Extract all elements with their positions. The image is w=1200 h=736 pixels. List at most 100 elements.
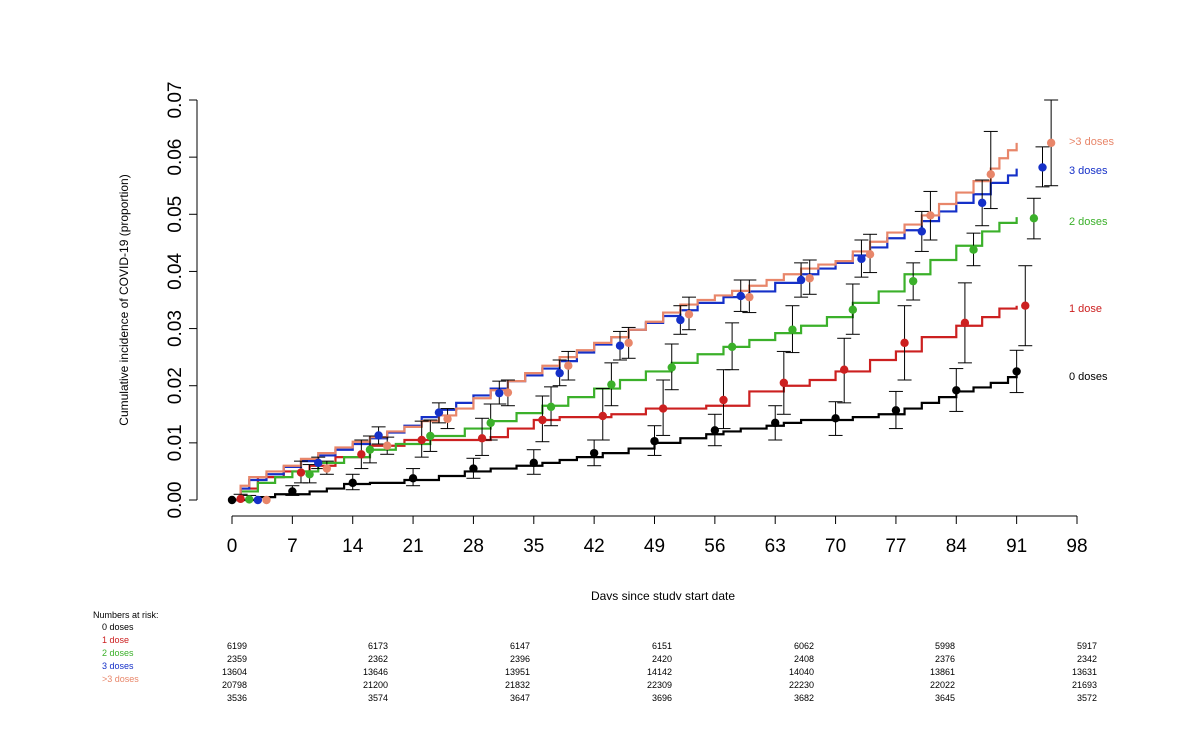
point-estimate	[288, 487, 297, 496]
numbers-at-risk-title: Numbers at risk:	[93, 610, 159, 620]
x-tick-label: 77	[885, 536, 906, 557]
point-estimate	[434, 408, 444, 417]
point-estimate	[969, 245, 978, 254]
point-estimate	[227, 495, 237, 505]
x-tick-label: 7	[287, 536, 298, 557]
risk-value: 3536	[226, 693, 247, 703]
risk-row-label: >3 doses	[102, 674, 139, 684]
risk-value: 5998	[934, 641, 955, 651]
point-estimate	[658, 404, 668, 413]
point-estimate	[848, 305, 858, 314]
point-estimate	[305, 470, 314, 479]
point-estimate	[1046, 138, 1056, 148]
point-estimate	[383, 441, 392, 450]
risk-value: 21693	[1071, 680, 1097, 690]
point-estimate	[426, 431, 435, 441]
risk-value: 3696	[651, 693, 672, 703]
y-axis-ticks: 0.00 0.01 0.02 0.03 0.04 0.05 0.06 0.07	[165, 82, 197, 518]
x-tick-label: 84	[946, 536, 968, 557]
risk-value: 2362	[367, 654, 388, 664]
x-axis-label: Days since study start date	[591, 589, 735, 600]
risk-value: 13951	[504, 667, 530, 677]
x-tick-label: 14	[342, 536, 364, 557]
y-tick-label: 0.04	[165, 253, 186, 290]
risk-value: 3647	[509, 693, 530, 703]
point-estimate	[771, 418, 780, 428]
risk-value: 6147	[509, 641, 530, 651]
point-estimate	[253, 495, 263, 505]
point-estimate	[322, 464, 332, 473]
point-estimate	[865, 250, 875, 259]
x-tick-label: 21	[403, 536, 424, 557]
point-estimate	[348, 478, 357, 488]
y-tick-label: 0.06	[165, 139, 186, 176]
point-estimate	[529, 458, 538, 468]
risk-value: 3645	[934, 693, 955, 703]
y-tick-label: 0.01	[165, 424, 186, 461]
point-estimate	[745, 292, 754, 302]
point-estimate	[857, 254, 866, 264]
point-estimate	[296, 468, 306, 477]
point-estimate	[727, 342, 737, 352]
risk-value: 2376	[934, 654, 955, 664]
end-labels: 0 doses 1 dose 2 doses 3 doses >3 doses	[1069, 136, 1114, 383]
risk-value: 3574	[367, 693, 388, 703]
risk-value: 13604	[221, 667, 247, 677]
point-estimate	[788, 325, 797, 334]
x-tick-label: 49	[644, 536, 665, 557]
point-estimate	[650, 436, 659, 446]
point-estimate	[676, 315, 685, 325]
point-estimate	[1029, 214, 1039, 223]
risk-row-label: 1 dose	[102, 635, 130, 645]
point-estimate	[779, 378, 789, 388]
point-estimate	[624, 338, 633, 348]
risk-value: 14142	[646, 667, 672, 677]
x-tick-label: 0	[227, 536, 238, 557]
risk-value: 6173	[367, 641, 388, 651]
point-estimate	[1038, 163, 1047, 172]
risk-row-label: 3 doses	[102, 661, 134, 671]
point-estimate	[503, 388, 513, 397]
point-estimate	[831, 414, 840, 423]
point-estimate	[564, 361, 573, 370]
point-estimate	[546, 402, 556, 412]
point-estimate	[977, 198, 987, 208]
point-estimate	[555, 368, 564, 378]
series-label: 0 doses	[1069, 371, 1108, 383]
risk-value: 2396	[509, 654, 530, 664]
risk-value: 22230	[788, 680, 814, 690]
point-estimate	[719, 395, 728, 405]
risk-value: 6151	[651, 641, 672, 651]
series-label: >3 doses	[1069, 136, 1114, 148]
point-estimate	[684, 310, 694, 319]
point-estimate	[917, 227, 926, 236]
x-tick-label: 98	[1066, 536, 1087, 557]
risk-value: 14040	[788, 667, 814, 677]
point-estimate	[891, 406, 901, 415]
point-estimate	[952, 386, 961, 395]
y-axis-label: Cumulative incidence of COVID-19 (propor…	[117, 174, 131, 425]
point-estimate	[796, 275, 806, 285]
x-axis-ticks: 0 7 14 21 28 35 42 49 56 63 70 77 84 91 98	[227, 516, 1088, 557]
point-estimates	[227, 138, 1056, 505]
risk-row-label: 2 doses	[102, 648, 134, 658]
risk-value: 3682	[793, 693, 814, 703]
point-estimate	[538, 415, 547, 425]
y-tick-label: 0.02	[165, 367, 186, 404]
risk-value: 22309	[646, 680, 672, 690]
curve-3-doses	[232, 142, 1018, 502]
risk-value: 5917	[1076, 641, 1097, 651]
point-estimate	[1012, 367, 1021, 376]
risk-value: 2420	[651, 654, 672, 664]
risk-value: 21832	[504, 680, 530, 690]
point-estimate	[900, 338, 909, 348]
point-estimate	[357, 450, 366, 459]
x-tick-label: 35	[523, 536, 544, 557]
point-estimate	[374, 431, 383, 440]
point-estimate	[469, 464, 478, 473]
y-tick-label: 0.03	[165, 310, 186, 347]
risk-value: 22022	[929, 680, 955, 690]
series-label: 2 doses	[1069, 216, 1108, 228]
curve-3-doses	[232, 168, 1018, 502]
point-estimate	[589, 448, 599, 458]
